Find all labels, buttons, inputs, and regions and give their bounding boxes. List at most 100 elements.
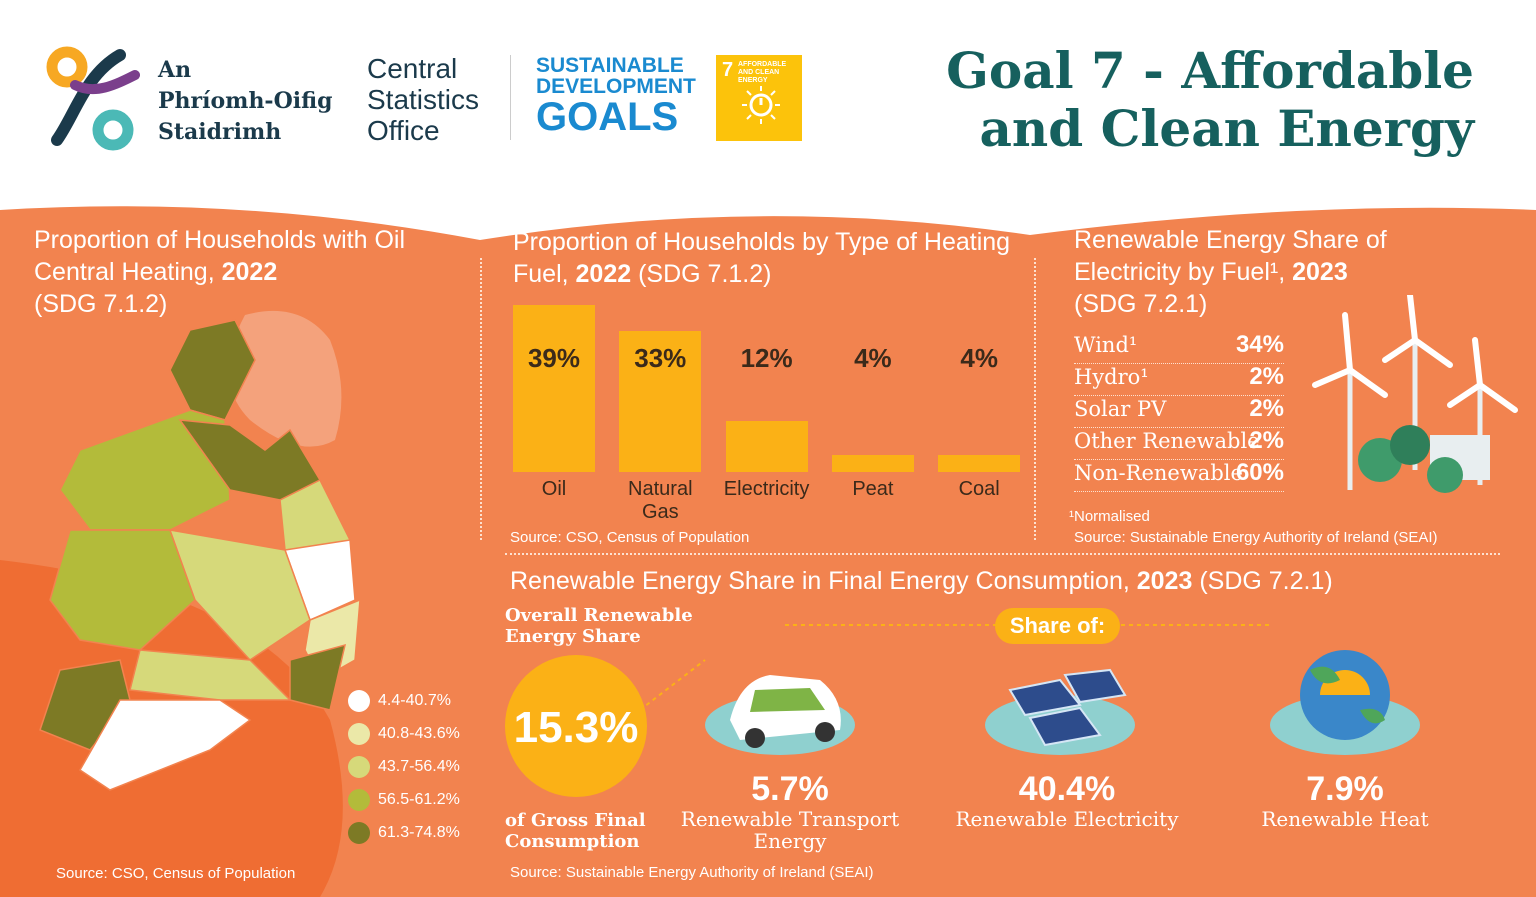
sdg-badge: 7 AFFORDABLE AND CLEAN ENERGY bbox=[716, 55, 802, 141]
row-value: 60% bbox=[1235, 459, 1284, 486]
legend-swatch bbox=[348, 789, 370, 811]
table-row: Non-Renewable 60% bbox=[1074, 459, 1284, 492]
logo-irish: An Phríomh-Oifig Staidrimh bbox=[158, 55, 332, 148]
map-region bbox=[129, 649, 292, 701]
title-text: Renewable Energy Share in Final Energy C… bbox=[510, 567, 1137, 595]
legend-item: 56.5-61.2% bbox=[348, 789, 460, 811]
table-row: Hydro¹ 2% bbox=[1074, 363, 1284, 396]
category-label: Coal bbox=[958, 478, 1000, 500]
title-text: Proportion of Households with Oil Centra… bbox=[34, 226, 406, 286]
electricity-panel-title: Renewable Energy Share of Electricity by… bbox=[1074, 224, 1494, 320]
legend-item: 4.4-40.7% bbox=[348, 690, 451, 712]
table-row: Other Renewable 2% bbox=[1074, 427, 1284, 460]
bar bbox=[725, 420, 808, 472]
share-value: 7.9% bbox=[1306, 770, 1384, 808]
title-year: 2022 bbox=[575, 260, 632, 288]
legend-swatch bbox=[348, 756, 370, 778]
footnote: ¹Normalised bbox=[1069, 508, 1150, 525]
row-label: Non-Renewable bbox=[1074, 461, 1243, 485]
legend-item: 40.8-43.6% bbox=[348, 723, 460, 745]
map-region bbox=[289, 643, 347, 711]
category-label: Electricity bbox=[723, 478, 810, 500]
value-label: 4% bbox=[960, 343, 998, 373]
map-region bbox=[178, 419, 322, 501]
category-label: Peat bbox=[852, 478, 894, 500]
row-value: 2% bbox=[1249, 395, 1284, 422]
badge-number: 7 bbox=[722, 59, 734, 81]
divider bbox=[480, 258, 482, 540]
source: Source: CSO, Census of Population bbox=[56, 865, 296, 882]
map-region bbox=[79, 699, 252, 791]
legend-label: 4.4-40.7% bbox=[378, 692, 451, 710]
badge-icon bbox=[742, 86, 780, 124]
page-title: Goal 7 - Affordable and Clean Energy bbox=[946, 42, 1474, 158]
title-year: 2023 bbox=[1136, 567, 1193, 595]
table-row: Solar PV 2% bbox=[1074, 395, 1284, 428]
legend-label: 43.7-56.4% bbox=[378, 758, 460, 776]
row-label: Wind¹ bbox=[1074, 333, 1138, 357]
legend-item: 43.7-56.4% bbox=[348, 756, 460, 778]
map-region bbox=[169, 319, 256, 421]
category-label: Natural Gas bbox=[628, 478, 693, 523]
row-value: 2% bbox=[1249, 363, 1284, 390]
logo-line: Phríomh-Oifig bbox=[158, 88, 333, 114]
ireland-map bbox=[39, 319, 360, 791]
title-code: (SDG 7.2.1) bbox=[1199, 567, 1333, 595]
row-value: 34% bbox=[1235, 331, 1284, 358]
title-text: Renewable Energy Share of Electricity by… bbox=[1074, 226, 1387, 286]
bar bbox=[831, 454, 914, 472]
wind-turbines-illustration bbox=[1312, 295, 1518, 493]
legend-label: 40.8-43.6% bbox=[378, 725, 460, 743]
value-label: 12% bbox=[740, 343, 793, 373]
overall-value: 15.3% bbox=[513, 703, 639, 752]
title-line: and Clean Energy bbox=[979, 99, 1474, 158]
bar bbox=[513, 305, 595, 472]
legend-label: 61.3-74.8% bbox=[378, 824, 460, 842]
row-label: Hydro¹ bbox=[1074, 365, 1149, 389]
map-region bbox=[168, 529, 311, 661]
share-illustrations bbox=[705, 650, 1420, 755]
title-code: (SDG 7.1.2) bbox=[638, 260, 772, 288]
sdg-line: SUSTAINABLE bbox=[536, 54, 684, 77]
row-label: Solar PV bbox=[1074, 397, 1167, 421]
title-text: Proportion of Households by Type of Heat… bbox=[513, 228, 1011, 288]
title-year: 2022 bbox=[221, 258, 278, 286]
logo-line: Statistics bbox=[367, 84, 480, 115]
logo-line: An bbox=[158, 57, 192, 83]
share-label: Renewable Heat bbox=[1261, 807, 1429, 831]
chart-title: Proportion of Households by Type of Heat… bbox=[513, 226, 1023, 290]
legend-item: 61.3-74.8% bbox=[348, 822, 460, 844]
share-label: Renewable Transport Energy bbox=[680, 807, 900, 853]
sdg-line: GOALS bbox=[536, 95, 679, 139]
overall-caption: of Gross Final Consumption bbox=[505, 810, 646, 852]
value-label: 39% bbox=[527, 343, 581, 373]
share-value: 5.7% bbox=[751, 770, 829, 808]
overall-circle bbox=[505, 655, 647, 797]
logo-line: Central bbox=[367, 53, 458, 84]
source: Source: CSO, Census of Population bbox=[510, 529, 750, 546]
title-year: 2023 bbox=[1292, 258, 1348, 286]
map-panel-title: Proportion of Households with Oil Centra… bbox=[34, 224, 454, 320]
legend-swatch bbox=[348, 822, 370, 844]
divider bbox=[510, 55, 511, 140]
source: Source: Sustainable Energy Authority of … bbox=[510, 864, 874, 881]
category-label: Oil bbox=[541, 478, 567, 500]
logo-line: Office bbox=[367, 115, 440, 146]
value-label: 33% bbox=[634, 343, 687, 373]
title-code: (SDG 7.1.2) bbox=[34, 290, 168, 318]
overall-label: Overall Renewable Energy Share bbox=[505, 605, 693, 647]
legend-label: 56.5-61.2% bbox=[378, 791, 460, 809]
share-value: 40.4% bbox=[1018, 770, 1116, 808]
source: Source: Sustainable Energy Authority of … bbox=[1074, 529, 1438, 546]
map-region bbox=[49, 529, 196, 651]
table-row: Wind¹ 34% bbox=[1074, 331, 1284, 364]
share-label: Renewable Electricity bbox=[955, 807, 1179, 831]
logo-english: Central Statistics Office bbox=[367, 53, 479, 146]
sdg-logo: SUSTAINABLE DEVELOPMENT GOALS bbox=[536, 55, 696, 137]
bar bbox=[619, 330, 702, 472]
divider bbox=[1034, 258, 1036, 540]
logo-line: Staidrimh bbox=[158, 119, 282, 145]
title-code: (SDG 7.2.1) bbox=[1074, 290, 1208, 318]
share-of-pill: Share of: bbox=[995, 608, 1120, 644]
